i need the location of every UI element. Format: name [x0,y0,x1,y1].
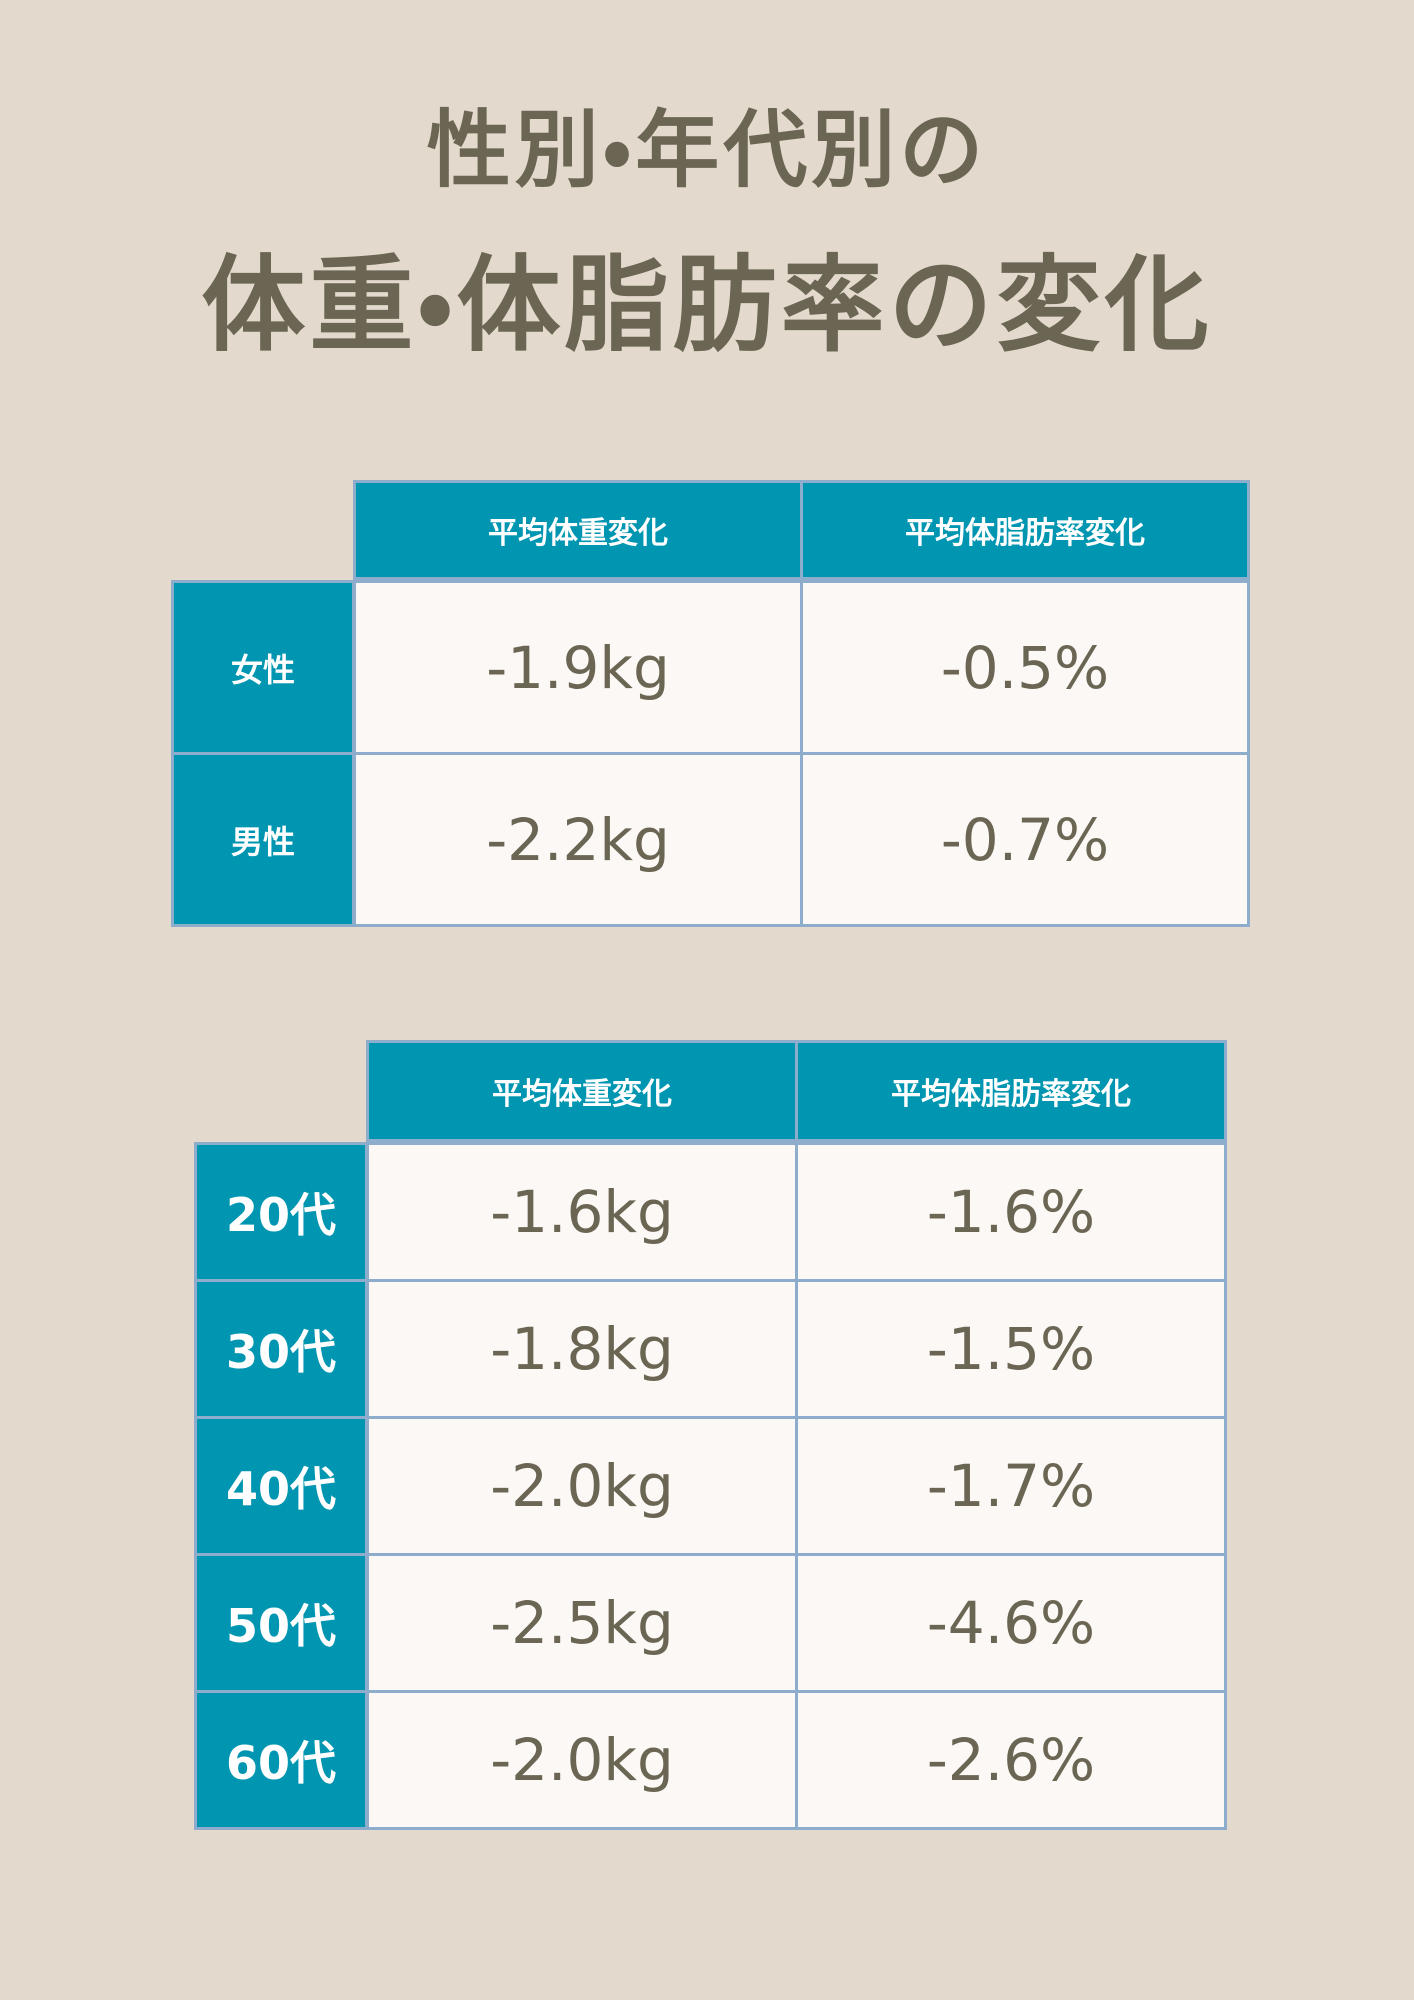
row-label: 40代 [194,1416,368,1556]
column-header: 平均体重変化 [366,1040,798,1142]
row-label: 20代 [194,1142,368,1282]
value-cell: -2.6% [795,1690,1227,1830]
value-cell: -2.2kg [353,752,803,927]
title-line: 性別・年代別の [426,101,988,199]
value-cell: -2.0kg [366,1690,798,1830]
column-header: 平均体脂肪率変化 [795,1040,1227,1142]
column-header: 平均体重変化 [353,480,803,580]
row-label: 30代 [194,1279,368,1419]
value-cell: -1.6% [795,1142,1227,1282]
value-cell: -2.5kg [366,1553,798,1693]
value-cell: -1.8kg [366,1279,798,1419]
value-cell: -0.5% [800,580,1250,755]
row-label: 男性 [171,752,355,927]
value-cell: -1.6kg [366,1142,798,1282]
column-header: 平均体脂肪率変化 [800,480,1250,580]
value-cell: -0.7% [800,752,1250,927]
row-label: 50代 [194,1553,368,1693]
value-cell: -1.5% [795,1279,1227,1419]
row-label: 女性 [171,580,355,755]
row-label: 60代 [194,1690,368,1830]
value-cell: -1.7% [795,1416,1227,1556]
value-cell: -1.9kg [353,580,803,755]
value-cell: -4.6% [795,1553,1227,1693]
value-cell: -2.0kg [366,1416,798,1556]
title-line: 体重・体脂肪率の変化 [201,244,1213,366]
